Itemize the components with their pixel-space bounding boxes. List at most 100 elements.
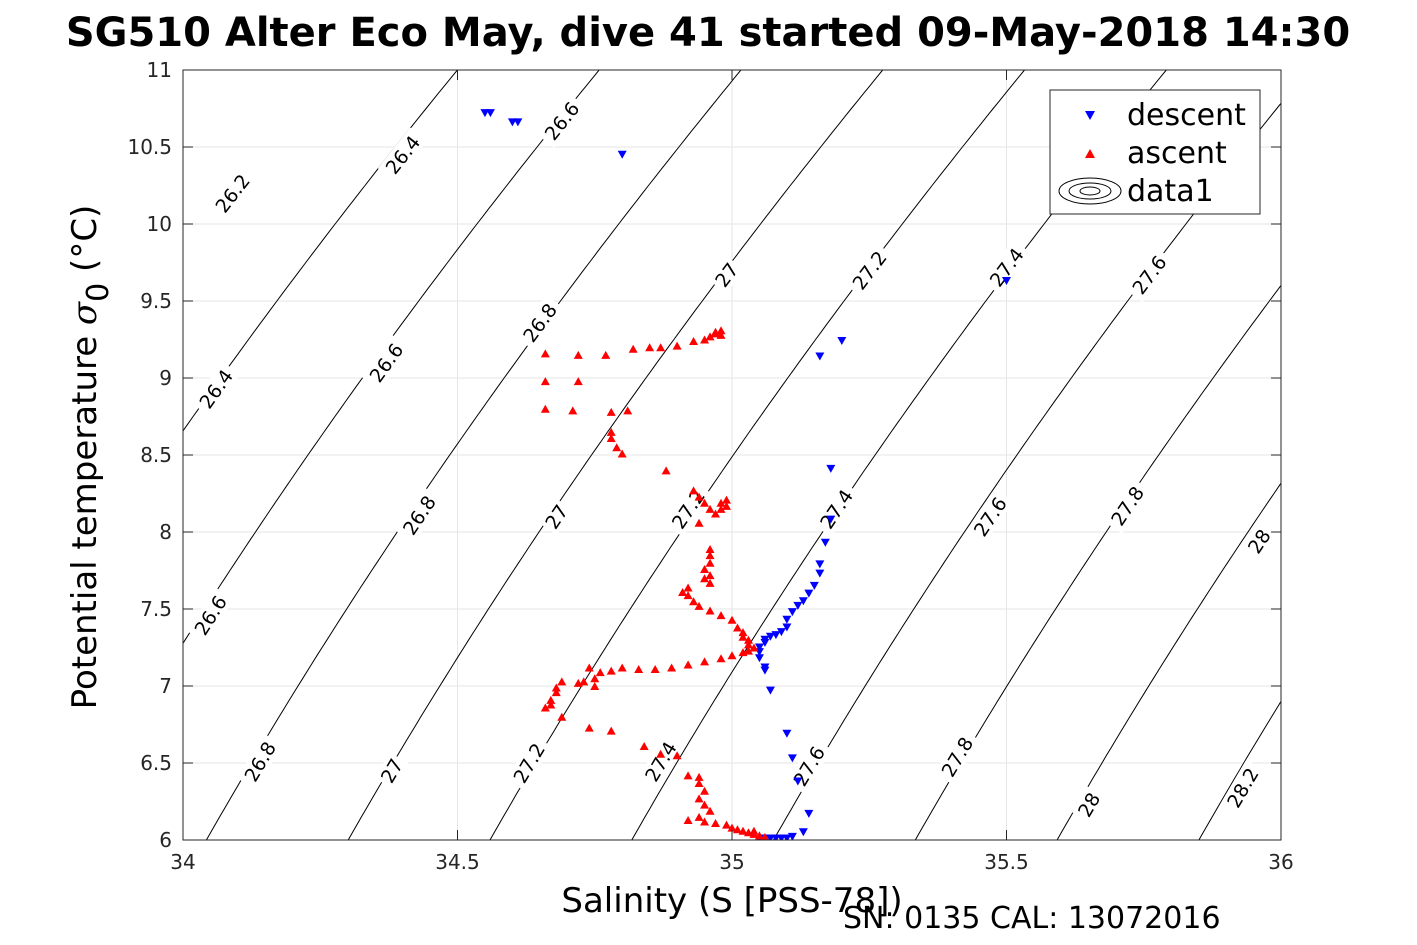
contour-label-bg <box>1071 786 1106 824</box>
ascent-point <box>672 341 682 350</box>
ascent-point <box>656 749 666 758</box>
contour-label-bg <box>377 127 428 182</box>
ascent-point <box>716 326 726 335</box>
descent-point <box>793 601 803 610</box>
y-tick-label: 9.5 <box>140 289 172 313</box>
ascent-point <box>705 551 715 560</box>
ascent-point <box>546 700 556 709</box>
ascent-point <box>738 628 748 637</box>
ascent-point <box>716 504 726 513</box>
ascent-point <box>584 723 594 732</box>
contour-label-bg <box>1124 247 1174 303</box>
ascent-point <box>711 329 721 338</box>
ascent-point <box>689 337 699 346</box>
x-tick-label: 34.5 <box>435 850 480 874</box>
descent-point <box>798 828 808 837</box>
ascent-point <box>754 831 764 840</box>
ascent-point <box>716 498 726 507</box>
descent-point <box>513 118 523 127</box>
ascent-point <box>601 350 611 359</box>
contour-label-bg <box>515 295 565 351</box>
ascent-point <box>557 677 567 686</box>
contour-line-26.6 <box>205 70 742 840</box>
chart-title: SG510 Alter Eco May, dive 41 started 09-… <box>66 10 1350 56</box>
x-axis-label: Salinity (S [PSS-78]) <box>561 881 902 921</box>
ascent-point <box>700 657 710 666</box>
ascent-point <box>694 772 704 781</box>
contour-label-bg <box>812 481 860 537</box>
ascent-point <box>617 663 627 672</box>
ascent-point <box>650 665 660 674</box>
contour-label-bg <box>191 361 240 417</box>
contour-line-27.6 <box>914 284 1281 840</box>
ascent-point <box>568 406 578 415</box>
ascent-point <box>606 666 616 675</box>
x-tick-label: 35.5 <box>984 850 1029 874</box>
ascent-point <box>705 558 715 567</box>
ascent-point <box>705 571 715 580</box>
ascent-point <box>743 646 753 655</box>
y-tick-label: 10.5 <box>127 135 172 159</box>
y-tick-label: 11 <box>147 58 172 82</box>
contour-label-bg <box>374 752 409 790</box>
descent-point <box>815 352 825 361</box>
ascent-point <box>694 779 704 788</box>
ascent-point <box>683 591 693 600</box>
legend-contour-icon <box>1058 177 1122 205</box>
ascent-point <box>749 826 759 835</box>
legend-data1-label: data1 <box>1127 174 1214 209</box>
ascent-point <box>727 651 737 660</box>
legend-ascent-marker <box>1085 149 1095 158</box>
descent-point <box>782 615 792 624</box>
ascent-point <box>595 668 605 677</box>
descent-point <box>798 597 808 606</box>
ascent-point <box>689 597 699 606</box>
contour-label-bg <box>395 487 443 543</box>
ascent-point <box>606 407 616 416</box>
y-tick-label: 7 <box>159 674 172 698</box>
ascent-point <box>727 615 737 624</box>
ascent-point <box>584 663 594 672</box>
ascent-point <box>732 623 742 632</box>
data-points <box>480 109 1011 840</box>
ascent-point <box>700 574 710 583</box>
ascent-point <box>727 823 737 832</box>
y-tick-label: 8.5 <box>140 443 172 467</box>
descent-point <box>782 729 792 738</box>
descent-point <box>760 638 770 647</box>
contour-label-bg <box>1241 522 1277 560</box>
contour-label-bg <box>982 239 1031 295</box>
ascent-point <box>732 825 742 834</box>
y-tick-label: 9 <box>159 366 172 390</box>
x-tick-label: 34 <box>170 850 195 874</box>
descent-point <box>1002 276 1011 285</box>
ascent-point <box>700 800 710 809</box>
y-axis-label: Potential temperature σ0 (°C) <box>65 205 116 710</box>
ascent-point <box>722 495 732 504</box>
ascent-point <box>705 504 715 513</box>
descent-point <box>760 666 770 675</box>
y-axis-label-text: Potential temperature <box>65 325 105 709</box>
y-tick-label: 6 <box>159 828 172 852</box>
ascent-point <box>656 343 666 352</box>
ascent-point <box>683 660 693 669</box>
contour-line-26.8 <box>347 70 884 840</box>
contour-label-bg <box>708 256 745 294</box>
ascent-point <box>705 606 715 615</box>
ascent-point <box>606 427 616 436</box>
ascent-point <box>694 492 704 501</box>
ascent-point <box>672 751 682 760</box>
ascent-point <box>749 643 759 652</box>
contour-label-bg <box>187 587 234 644</box>
ascent-point <box>573 350 583 359</box>
contour-line-26.2 <box>183 70 459 432</box>
contour-label-bg <box>538 498 574 536</box>
ascent-point <box>557 712 567 721</box>
ascent-point <box>705 806 715 815</box>
descent-point <box>782 623 792 632</box>
ascent-point <box>694 794 704 803</box>
descent-point <box>815 560 825 569</box>
descent-point <box>804 809 814 818</box>
ascent-point <box>694 812 704 821</box>
